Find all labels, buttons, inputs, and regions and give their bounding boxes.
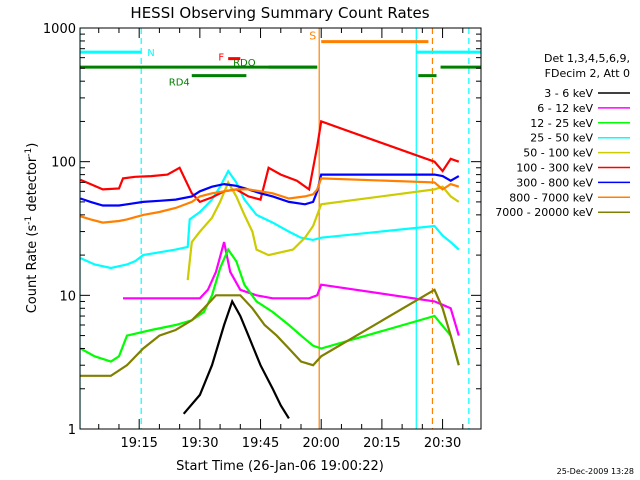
x-tick-label: 20:30 — [424, 436, 461, 451]
legend-item-label: 100 - 300 keV — [516, 162, 593, 175]
legend-item-label: 25 - 50 keV — [530, 132, 593, 145]
legend-item-label: 3 - 6 keV — [544, 87, 593, 100]
y-tick-label: 1 — [68, 423, 76, 438]
y-axis-label: Count Rate (s-1 detector-1) — [24, 143, 40, 314]
state-bar-label: F — [218, 53, 224, 64]
series-line — [80, 169, 460, 270]
x-tick-label: 20:00 — [302, 436, 339, 451]
y-axis: 1 10 100 1000 — [43, 22, 481, 438]
y-tick-label: 1000 — [43, 22, 76, 37]
series-line — [186, 179, 460, 281]
state-bar-label: RDO — [233, 58, 256, 69]
x-axis-label: Start Time (26-Jan-06 19:00:22) — [176, 459, 384, 474]
series-line — [80, 177, 460, 224]
x-tick-label: 19:30 — [181, 436, 218, 451]
legend-header-2: FDecim 2, Att 0 — [545, 67, 630, 80]
state-bar-label: N — [147, 48, 154, 59]
x-tick-label: 19:15 — [120, 436, 157, 451]
series-lines — [80, 119, 460, 419]
series-line — [80, 173, 460, 207]
legend-header-1: Det 1,3,4,5,6,9, — [544, 52, 630, 65]
legend-item-label: 7000 - 20000 keV — [495, 206, 593, 219]
series-line — [80, 247, 460, 366]
x-tick-label: 20:15 — [363, 436, 400, 451]
series-line — [123, 241, 460, 336]
legend-item-label: 800 - 7000 keV — [509, 191, 593, 204]
state-bar-label: RD4 — [169, 78, 190, 89]
chart-title: HESSI Observing Summary Count Rates — [130, 4, 429, 22]
footer-timestamp: 25-Dec-2009 13:28 — [557, 467, 634, 476]
series-line — [182, 298, 290, 419]
legend-item-label: 300 - 800 keV — [516, 176, 593, 189]
legend-item-label: 6 - 12 keV — [537, 102, 593, 115]
state-bar-label: S — [309, 30, 316, 43]
series-line — [80, 119, 460, 204]
state-bars: N RD4 RDO F S — [80, 30, 481, 89]
y-tick-label: 100 — [51, 156, 76, 171]
y-tick-label: 10 — [59, 289, 76, 304]
legend: Det 1,3,4,5,6,9, FDecim 2, Att 0 3 - 6 k… — [495, 52, 630, 219]
x-tick-label: 19:45 — [242, 436, 279, 451]
legend-item-label: 12 - 25 keV — [530, 117, 593, 130]
x-axis: 19:15 19:30 19:45 20:00 20:15 20:30 — [98, 28, 464, 451]
legend-item-label: 50 - 100 keV — [523, 147, 593, 160]
series-line — [80, 288, 460, 377]
